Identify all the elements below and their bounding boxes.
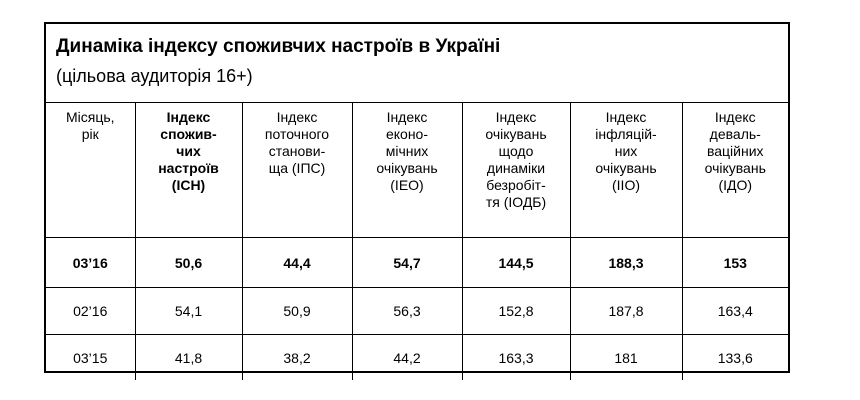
header-line: очікувань (595, 160, 657, 176)
cell: 153 (681, 237, 788, 288)
subtitle: (цільова аудиторія 16+) (56, 66, 253, 86)
header-line: (ІСН) (171, 177, 206, 193)
header-line: деваль- (709, 126, 761, 142)
cell: 50,9 (241, 287, 352, 335)
data-row: 02’16 54,1 50,9 56,3 152,8 187,8 163,4 (46, 287, 788, 335)
header-line: ваційних (706, 143, 764, 159)
cell: 38,2 (241, 334, 352, 380)
cell: 187,8 (569, 287, 682, 335)
data-table: Місяць, рік Індекс спожив-чих настроїв (ІСН) І… (46, 103, 788, 380)
header-cell: Індекс спожив-чих настроїв (ІСН) (134, 103, 242, 238)
header-line: (ІЕО) (390, 177, 424, 193)
header-line: очікувань (376, 160, 438, 176)
cell: 56,3 (351, 287, 462, 335)
header-line: настроїв (158, 160, 219, 176)
header-line: них (614, 143, 638, 159)
header-line: Місяць, (65, 109, 115, 125)
cell: 181 (569, 334, 682, 380)
cell: 133,6 (681, 334, 788, 380)
header-line: Індекс (605, 109, 647, 125)
header-line: щодо (498, 143, 534, 159)
header-line: мічних (385, 143, 429, 159)
title-area: Динаміка індексу споживчих настроїв в Ук… (46, 24, 788, 103)
data-row: 03’16 50,6 44,4 54,7 144,5 188,3 153 (46, 237, 788, 288)
cell: 188,3 (569, 237, 682, 288)
header-line: чих (176, 143, 201, 159)
header-row: Місяць, рік Індекс спожив-чих настроїв (ІСН) І… (46, 103, 788, 238)
cell: 44,2 (351, 334, 462, 380)
cell: 03’16 (46, 237, 135, 288)
cell: 163,3 (461, 334, 570, 380)
header-line: очікувань (485, 126, 547, 142)
header-cell: Індекс очікувань щодо динаміки безробіт-тя (… (461, 103, 570, 238)
header-line: еконо- (385, 126, 429, 142)
header-line: поточного (264, 126, 330, 142)
cell: 152,8 (461, 287, 570, 335)
header-cell: Індекс еконо-мічних очікувань (ІЕО) (351, 103, 462, 238)
header-line: тя (ІОДБ) (485, 194, 547, 210)
header-line: Індекс (714, 109, 756, 125)
header-line: станови- (268, 143, 326, 159)
header-line: ща (ІПС) (268, 160, 326, 176)
table-frame: Динаміка індексу споживчих настроїв в Ук… (44, 22, 790, 380)
header-line: Індекс (495, 109, 537, 125)
header-line: Індекс (386, 109, 428, 125)
title: Динаміка індексу споживчих настроїв в Ук… (56, 36, 501, 57)
cell: 02’16 (46, 287, 135, 335)
header-line: (ІДО) (718, 177, 753, 193)
header-line: Індекс (166, 109, 211, 125)
cell: 163,4 (681, 287, 788, 335)
header-line: рік (81, 126, 99, 142)
data-row: 03’15 41,8 38,2 44,2 163,3 181 133,6 (46, 334, 788, 380)
cell: 03’15 (46, 334, 135, 380)
cell: 144,5 (461, 237, 570, 288)
header-line: безробіт- (486, 177, 546, 193)
header-line: (ІІО) (612, 177, 640, 193)
cell: 54,1 (134, 287, 242, 335)
header-cell: Індекс поточного станови-ща (ІПС) (241, 103, 352, 238)
header-cell: Індекс деваль-ваційних очікувань (ІДО) (681, 103, 788, 238)
cell: 54,7 (351, 237, 462, 288)
header-line: спожив- (160, 126, 217, 142)
header-cell: Індекс інфляцій-них очікувань (ІІО) (569, 103, 682, 238)
header-line: інфляцій- (595, 126, 657, 142)
header-line: динаміки (486, 160, 546, 176)
cell: 50,6 (134, 237, 242, 288)
cell: 44,4 (241, 237, 352, 288)
cell: 41,8 (134, 334, 242, 380)
header-cell: Місяць, рік (46, 103, 135, 238)
header-line: очікувань (704, 160, 766, 176)
header-line: Індекс (276, 109, 318, 125)
